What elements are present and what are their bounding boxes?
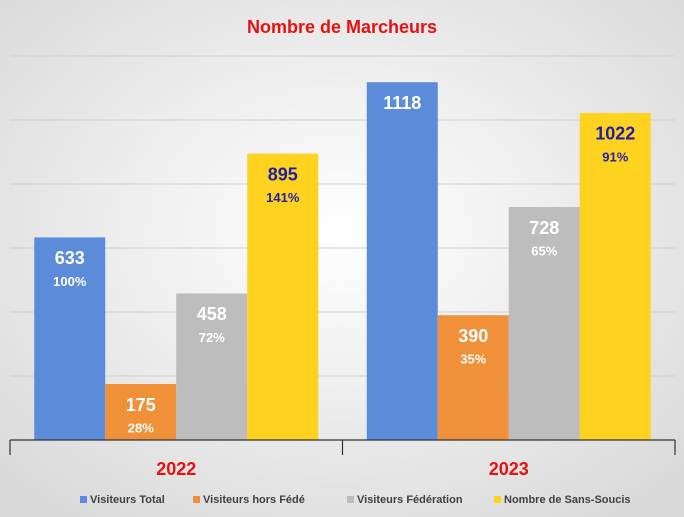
share-label: 35% <box>460 352 486 367</box>
legend-swatch <box>80 496 87 503</box>
legend-swatch <box>494 496 501 503</box>
share-label: 100% <box>53 274 87 289</box>
share-label: 65% <box>531 243 557 258</box>
value-label: 175 <box>126 395 156 415</box>
bar <box>34 237 106 440</box>
legend-swatch <box>347 496 354 503</box>
value-label: 633 <box>55 248 85 268</box>
legend-label: Visiteurs Total <box>90 494 165 506</box>
x-tick-label: 2022 <box>156 459 196 479</box>
x-tick-label: 2023 <box>489 459 529 479</box>
value-label: 895 <box>268 164 298 184</box>
share-label: 141% <box>266 190 300 205</box>
bar <box>105 384 177 440</box>
value-label: 390 <box>458 326 488 346</box>
legend-label: Visiteurs Fédération <box>357 494 463 506</box>
value-label: 1022 <box>595 124 635 144</box>
share-label: 72% <box>199 330 225 345</box>
bar <box>366 82 438 441</box>
bar <box>579 112 651 441</box>
value-label: 1118 <box>383 93 421 113</box>
chart-title: Nombre de Marcheurs <box>247 17 437 37</box>
legend-label: Nombre de Sans-Soucis <box>504 494 631 506</box>
bar <box>437 315 509 440</box>
value-label: 458 <box>197 304 227 324</box>
bar <box>247 153 319 440</box>
share-label: 91% <box>602 149 628 164</box>
legend-label: Visiteurs hors Fédé <box>203 494 305 506</box>
bar <box>176 293 248 440</box>
bar <box>508 207 580 440</box>
share-label: 28% <box>128 420 154 435</box>
legend-swatch <box>193 496 200 503</box>
value-label: 728 <box>529 218 559 238</box>
